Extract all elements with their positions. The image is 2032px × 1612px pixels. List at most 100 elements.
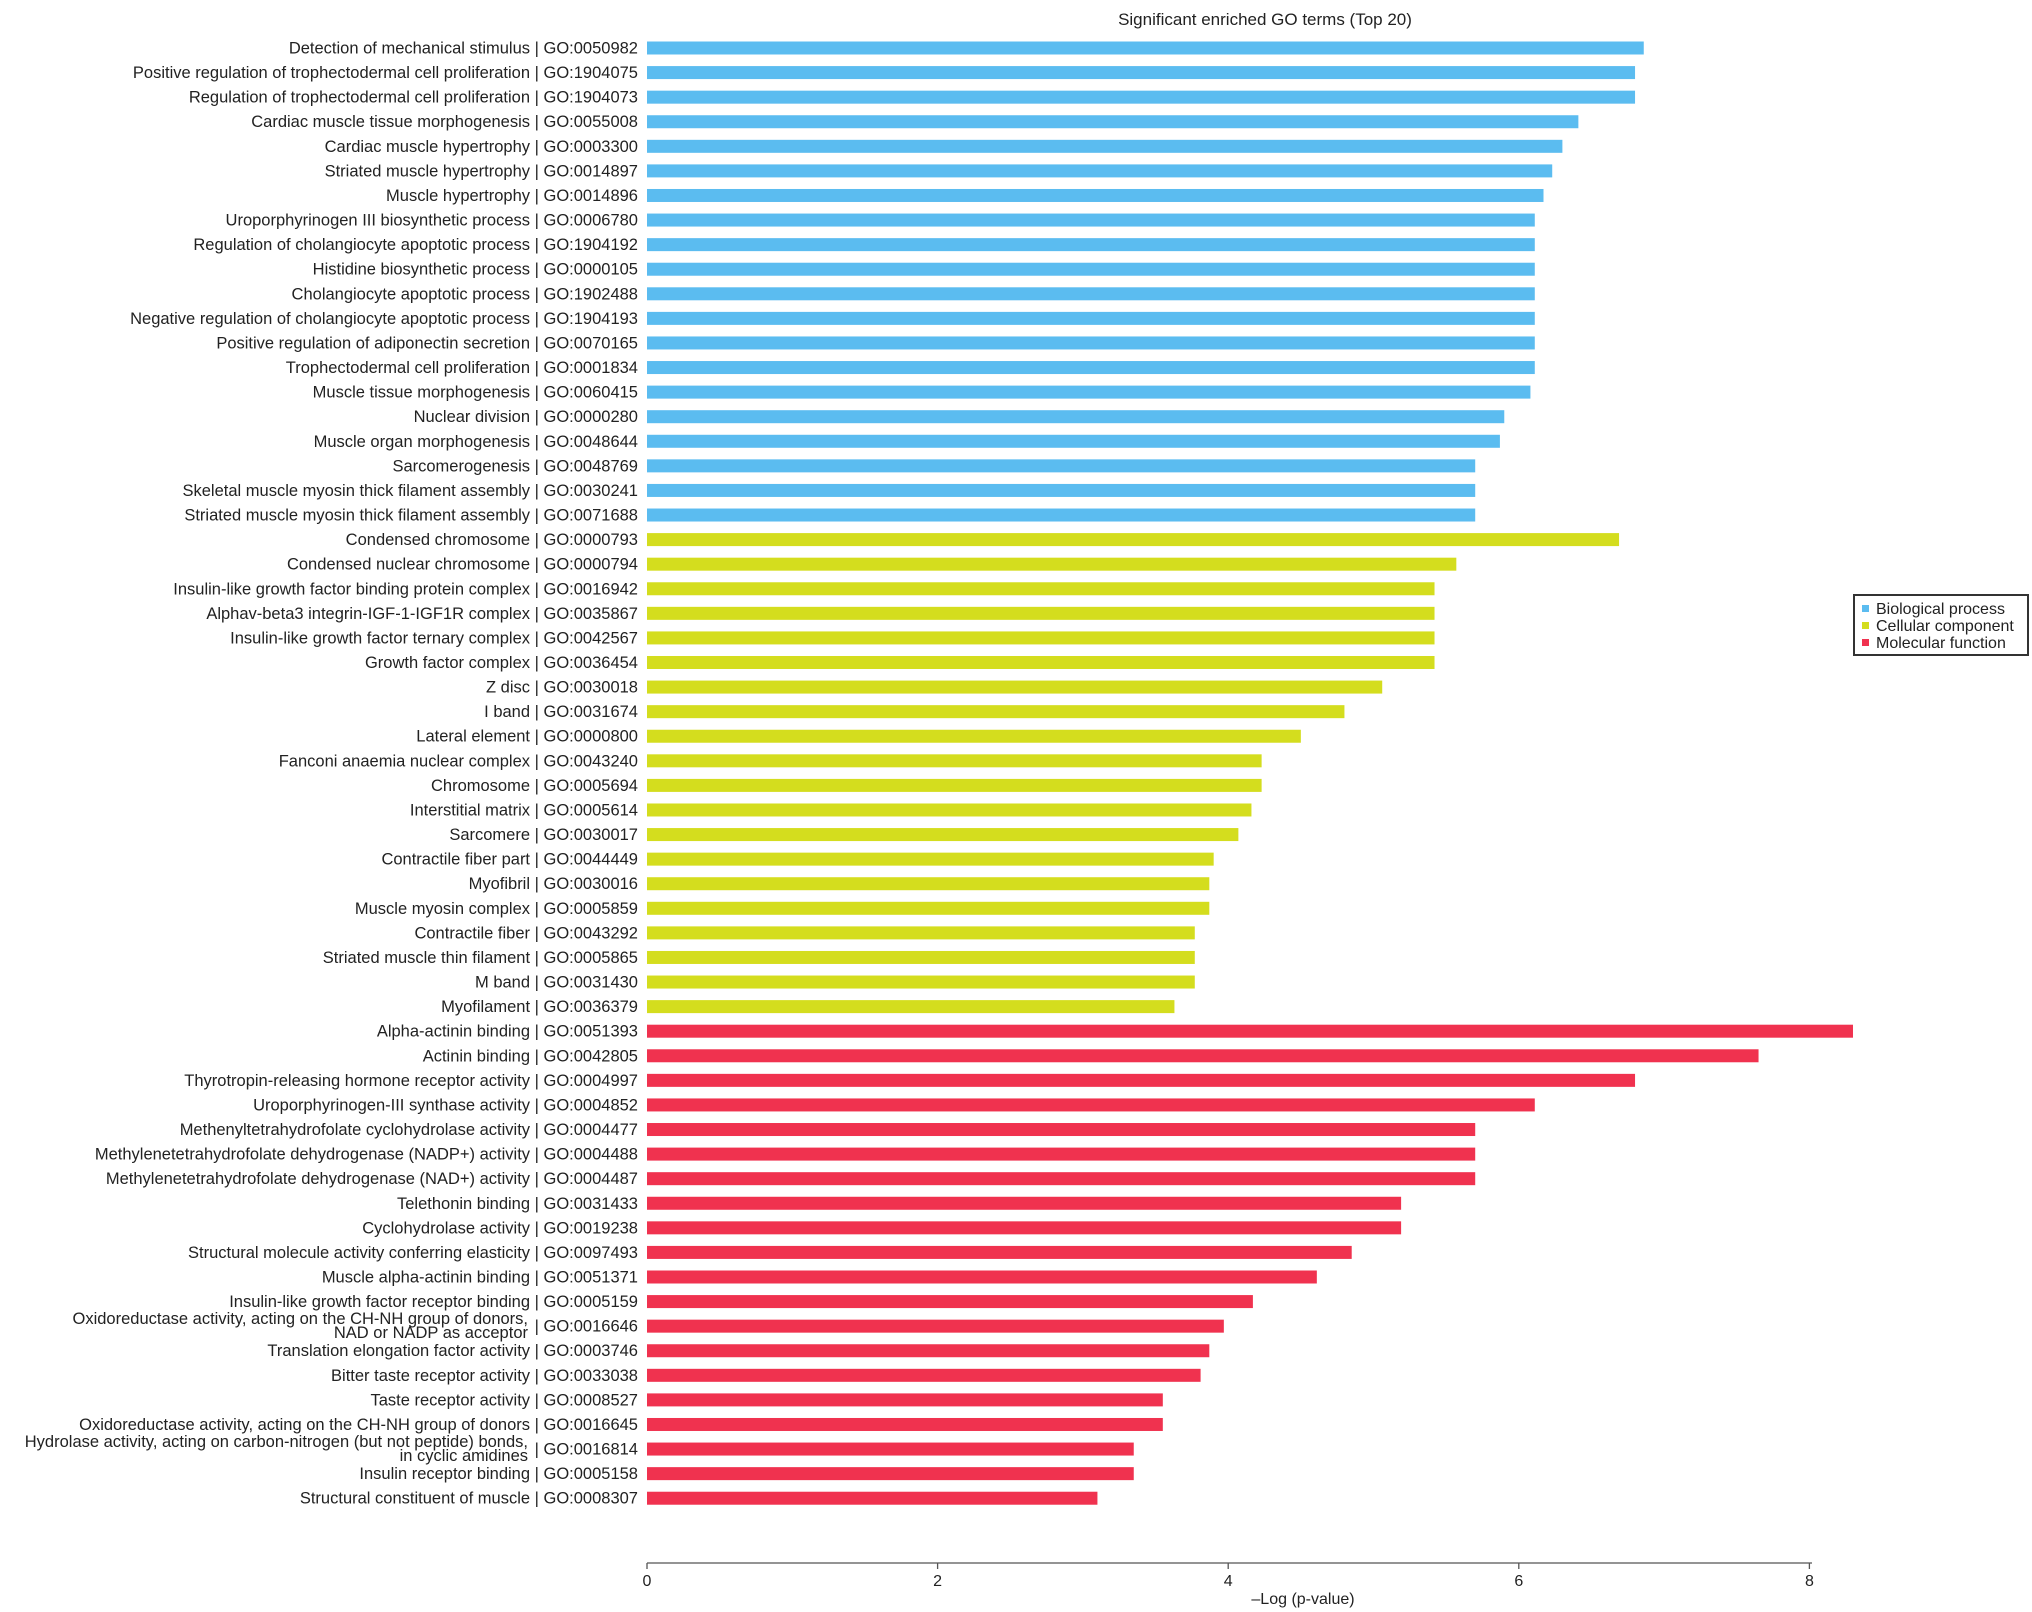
bar-label: Methylenetetrahydrofolate dehydrogenase … — [106, 1170, 638, 1188]
x-axis-label: –Log (p-value) — [1251, 1591, 1354, 1608]
bar-label: Condensed chromosome | GO:0000793 — [346, 531, 638, 549]
bar-go-0004488 — [647, 1147, 1476, 1161]
go-id: GO:0035867 — [544, 605, 639, 623]
bar-label: Regulation of trophectodermal cell proli… — [189, 89, 638, 107]
term-name: Cardiac muscle tissue morphogenesis — [251, 113, 530, 131]
bar-label: M band | GO:0031430 — [475, 974, 638, 992]
separator: | — [530, 384, 543, 402]
go-id: GO:0036454 — [544, 654, 639, 672]
separator: | — [530, 752, 543, 770]
separator: | — [530, 408, 543, 426]
go-id: GO:0005865 — [544, 949, 639, 967]
bar-label: Muscle tissue morphogenesis | GO:0060415 — [313, 384, 638, 402]
bar-label: | GO:0016814 — [535, 1441, 638, 1459]
go-id: GO:0004487 — [544, 1170, 639, 1188]
go-id: GO:0051393 — [544, 1023, 639, 1041]
term-name: Detection of mechanical stimulus — [289, 40, 530, 58]
bar-go-0005859 — [647, 901, 1210, 915]
term-name: Insulin receptor binding — [359, 1465, 530, 1483]
legend-label: Cellular component — [1876, 618, 2014, 635]
go-id: GO:0005158 — [544, 1465, 639, 1483]
go-id: GO:0005614 — [544, 801, 639, 819]
bar-label: Insulin-like growth factor ternary compl… — [230, 629, 638, 647]
bar-go-0051371 — [647, 1270, 1317, 1284]
go-id: GO:0031674 — [544, 703, 639, 721]
legend-swatch — [1862, 622, 1869, 629]
bar-label: Myofibril | GO:0030016 — [469, 875, 638, 893]
term-name: Muscle organ morphogenesis — [314, 433, 530, 451]
bar-go-0031674 — [647, 705, 1345, 719]
go-id: GO:0000280 — [544, 408, 639, 426]
bar-label: Taste receptor activity | GO:0008527 — [370, 1391, 638, 1409]
bar-go-0014897 — [647, 164, 1553, 178]
term-name: Bitter taste receptor activity — [331, 1367, 531, 1385]
term-name: Skeletal muscle myosin thick filament as… — [182, 482, 530, 500]
separator: | — [530, 1072, 543, 1090]
bar-go-0043240 — [647, 754, 1262, 768]
go-id: GO:1904192 — [544, 236, 639, 254]
bar-go-0033038 — [647, 1368, 1201, 1382]
go-id: GO:0030017 — [544, 826, 639, 844]
bar-go-1904192 — [647, 238, 1535, 252]
separator: | — [530, 1342, 543, 1360]
go-id: GO:0019238 — [544, 1219, 639, 1237]
bar-go-0048769 — [647, 459, 1476, 473]
separator: | — [535, 1318, 544, 1336]
term-name: Translation elongation factor activity — [267, 1342, 530, 1360]
separator: | — [530, 1367, 543, 1385]
bar-go-0031433 — [647, 1196, 1402, 1210]
bar-label: Fanconi anaemia nuclear complex | GO:004… — [279, 752, 638, 770]
bar-go-1904193 — [647, 311, 1535, 325]
x-tick-label: 8 — [1805, 1573, 1814, 1590]
bar-go-0060415 — [647, 385, 1531, 399]
x-tick-label: 4 — [1224, 1573, 1233, 1590]
separator: | — [530, 851, 543, 869]
go-id: GO:0000794 — [544, 556, 639, 574]
go-id: GO:0001834 — [544, 359, 639, 377]
go-id: GO:0000793 — [544, 531, 639, 549]
bar-go-0019238 — [647, 1221, 1402, 1235]
term-name: M band — [475, 974, 530, 992]
go-id: GO:0003300 — [544, 138, 639, 156]
bar-go-0004997 — [647, 1073, 1636, 1087]
term-name: Methylenetetrahydrofolate dehydrogenase … — [106, 1170, 531, 1188]
bar-go-0005694 — [647, 778, 1262, 792]
separator: | — [530, 334, 543, 352]
go-id: GO:0071688 — [544, 507, 639, 525]
bar-go-0030241 — [647, 483, 1476, 497]
separator: | — [530, 261, 543, 279]
bar-go-0042805 — [647, 1049, 1759, 1063]
bar-go-0030016 — [647, 877, 1210, 891]
separator: | — [530, 679, 543, 697]
bar-label: Methenyltetrahydrofolate cyclohydrolase … — [180, 1121, 638, 1139]
separator: | — [530, 1465, 543, 1483]
term-name: Alphav-beta3 integrin-IGF-1-IGF1R comple… — [206, 605, 530, 623]
term-name: Contractile fiber — [414, 924, 530, 942]
bar-label: Actinin binding | GO:0042805 — [423, 1047, 638, 1065]
go-id: GO:0005859 — [544, 900, 639, 918]
bar-go-0000793 — [647, 533, 1620, 547]
bar-go-0016814 — [647, 1442, 1134, 1456]
separator: | — [535, 1441, 544, 1459]
bar-go-0014896 — [647, 188, 1544, 202]
bar-go-0001834 — [647, 361, 1535, 375]
bar-label: Histidine biosynthetic process | GO:0000… — [313, 261, 638, 279]
legend-box — [1853, 594, 2029, 656]
bar-go-0048644 — [647, 434, 1500, 448]
separator: | — [530, 949, 543, 967]
term-name: Interstitial matrix — [410, 801, 531, 819]
term-name: Muscle myosin complex — [355, 900, 531, 918]
separator: | — [530, 605, 543, 623]
bar-label: Positive regulation of trophectodermal c… — [133, 64, 638, 82]
term-name: Muscle hypertrophy — [386, 187, 531, 205]
separator: | — [530, 433, 543, 451]
separator: | — [530, 556, 543, 574]
term-name: Fanconi anaemia nuclear complex — [279, 752, 531, 770]
bar-go-0008307 — [647, 1491, 1098, 1505]
bar-label: Cholangiocyte apoptotic process | GO:190… — [292, 285, 638, 303]
bar-go-0006780 — [647, 213, 1535, 227]
separator: | — [530, 826, 543, 844]
bar-go-0000794 — [647, 557, 1457, 571]
bar-go-0000280 — [647, 410, 1505, 424]
